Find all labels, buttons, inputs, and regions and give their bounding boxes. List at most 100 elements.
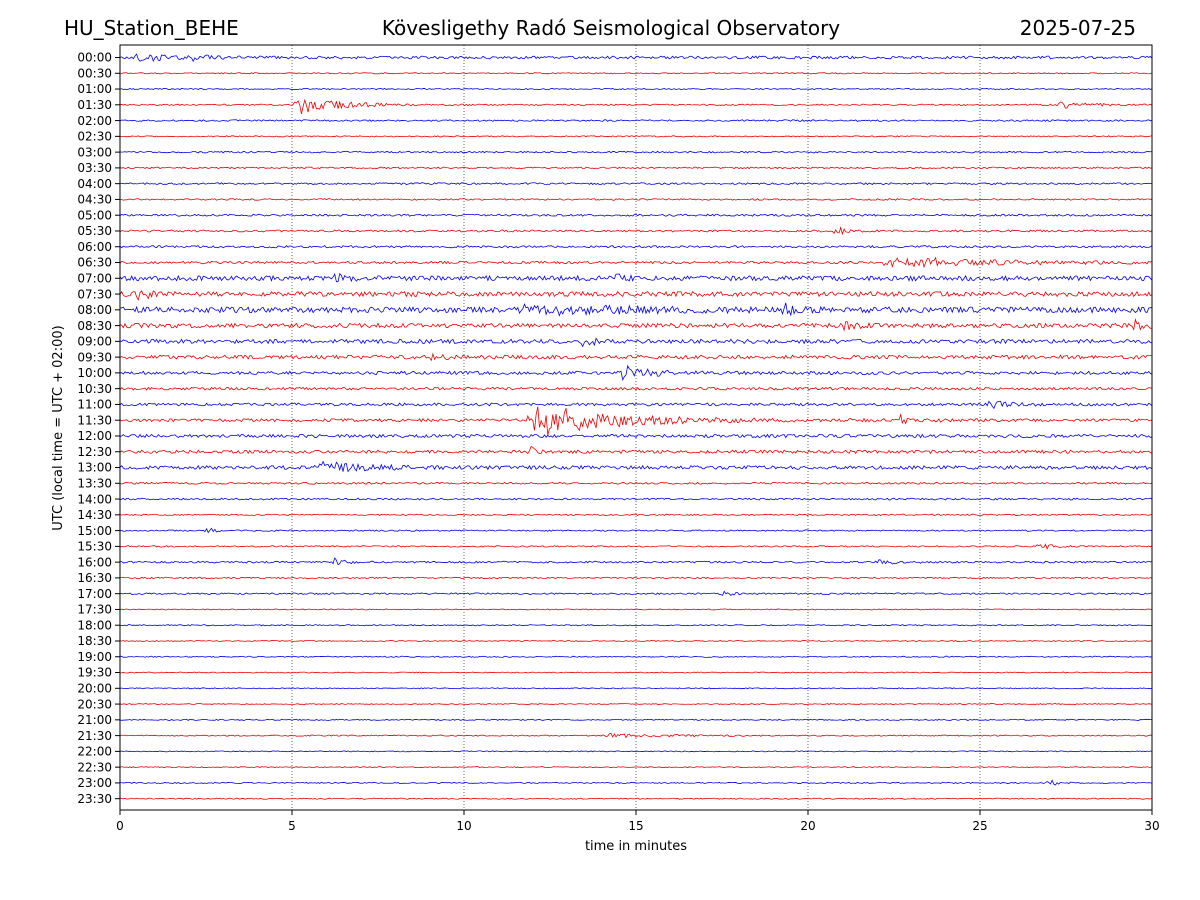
trace-1700	[119, 590, 1153, 596]
trace-1030	[119, 386, 1153, 391]
trace-1830	[119, 640, 1153, 642]
y-axis-label: UTC (local time = UTC + 02:00)	[51, 325, 66, 530]
y-tick-label: 03:00	[77, 145, 112, 159]
y-tick-label: 06:00	[77, 240, 112, 254]
trace-1930	[119, 671, 1153, 674]
y-tick-label: 17:00	[77, 587, 112, 601]
trace-0730	[119, 290, 1153, 301]
y-tick-label: 10:00	[77, 366, 112, 380]
trace-1300	[119, 460, 1153, 473]
trace-1900	[119, 655, 1153, 658]
y-tick-label: 21:00	[77, 713, 112, 727]
y-tick-label: 09:00	[77, 335, 112, 349]
trace-1800	[119, 624, 1153, 627]
trace-0000	[119, 53, 1153, 63]
trace-0300	[119, 150, 1153, 154]
y-tick-label: 14:00	[77, 492, 112, 506]
trace-0530	[119, 226, 1153, 236]
y-tick-label: 00:30	[77, 66, 112, 80]
trace-1230	[119, 445, 1153, 455]
x-tick-label: 5	[288, 819, 296, 833]
seismogram-traces	[119, 53, 1153, 800]
trace-0800	[119, 302, 1153, 317]
trace-2030	[119, 703, 1153, 706]
y-tick-label: 11:30	[77, 413, 112, 427]
x-grid	[291, 45, 981, 810]
station-name: HU_Station_BEHE	[64, 16, 239, 40]
y-tick-label: 15:00	[77, 524, 112, 538]
y-tick-label: 19:00	[77, 650, 112, 664]
y-tick-label: 15:30	[77, 540, 112, 554]
y-tick-label: 13:30	[77, 476, 112, 490]
y-tick-label: 01:30	[77, 98, 112, 112]
trace-0030	[119, 72, 1153, 75]
trace-0600	[119, 245, 1153, 249]
x-tick-label: 15	[628, 819, 643, 833]
y-tick-label: 18:30	[77, 634, 112, 648]
x-tick-label: 10	[456, 819, 471, 833]
y-tick-label: 04:00	[77, 177, 112, 191]
x-tick-label: 20	[800, 819, 815, 833]
y-tick-label: 04:30	[77, 193, 112, 207]
y-tick-label: 19:30	[77, 666, 112, 680]
x-tick-label: 0	[116, 819, 124, 833]
trace-0430	[119, 198, 1153, 201]
y-tick-label: 14:30	[77, 508, 112, 522]
trace-2330	[119, 797, 1153, 800]
y-tick-label: 08:00	[77, 303, 112, 317]
y-tick-label: 16:30	[77, 571, 112, 585]
y-tick-label: 05:30	[77, 224, 112, 238]
trace-2000	[119, 687, 1153, 690]
trace-1530	[119, 543, 1153, 550]
y-tick-label: 00:00	[77, 51, 112, 65]
trace-0200	[119, 119, 1153, 122]
chart-title: Kövesligethy Radó Seismological Observat…	[382, 16, 840, 40]
trace-0630	[119, 256, 1153, 269]
x-tick-label: 25	[972, 819, 987, 833]
trace-0700	[119, 272, 1153, 283]
y-tick-label: 13:00	[77, 461, 112, 475]
y-tick-label: 02:30	[77, 130, 112, 144]
y-tick-label: 22:30	[77, 760, 112, 774]
trace-0400	[119, 182, 1153, 186]
x-tick-label: 30	[1144, 819, 1159, 833]
y-tick-label: 23:00	[77, 776, 112, 790]
chart-date: 2025-07-25	[1020, 16, 1136, 40]
trace-1430	[119, 513, 1153, 517]
y-tick-label: 17:30	[77, 603, 112, 617]
y-tick-label: 16:00	[77, 555, 112, 569]
y-tick-label: 12:00	[77, 429, 112, 443]
y-tick-label: 11:00	[77, 398, 112, 412]
y-tick-label: 21:30	[77, 729, 112, 743]
y-tick-label: 02:00	[77, 114, 112, 128]
trace-0500	[119, 213, 1153, 217]
y-tick-label: 22:00	[77, 745, 112, 759]
trace-0130	[119, 98, 1153, 114]
trace-1730	[119, 608, 1153, 611]
y-tick-label: 10:30	[77, 382, 112, 396]
y-tick-label: 05:00	[77, 208, 112, 222]
y-tick-label: 23:30	[77, 792, 112, 806]
y-tick-label: 08:30	[77, 319, 112, 333]
trace-1130	[119, 406, 1153, 436]
y-tick-label: 20:30	[77, 697, 112, 711]
trace-0930	[119, 352, 1153, 362]
y-tick-label: 07:00	[77, 271, 112, 285]
trace-1100	[119, 400, 1153, 410]
x-axis-ticks: 0 5 10 15 20 25 30	[116, 810, 1160, 833]
trace-1630	[119, 576, 1153, 580]
trace-1200	[119, 433, 1153, 439]
trace-0830	[119, 318, 1153, 332]
plot-frame	[119, 44, 1153, 811]
trace-2200	[119, 750, 1153, 753]
trace-0330	[119, 166, 1153, 170]
y-tick-label: 09:30	[77, 350, 112, 364]
trace-1400	[119, 497, 1153, 501]
y-tick-label: 18:00	[77, 618, 112, 632]
trace-2100	[119, 718, 1153, 721]
y-tick-label: 12:30	[77, 445, 112, 459]
trace-1600	[119, 557, 1153, 566]
trace-2130	[119, 732, 1153, 739]
